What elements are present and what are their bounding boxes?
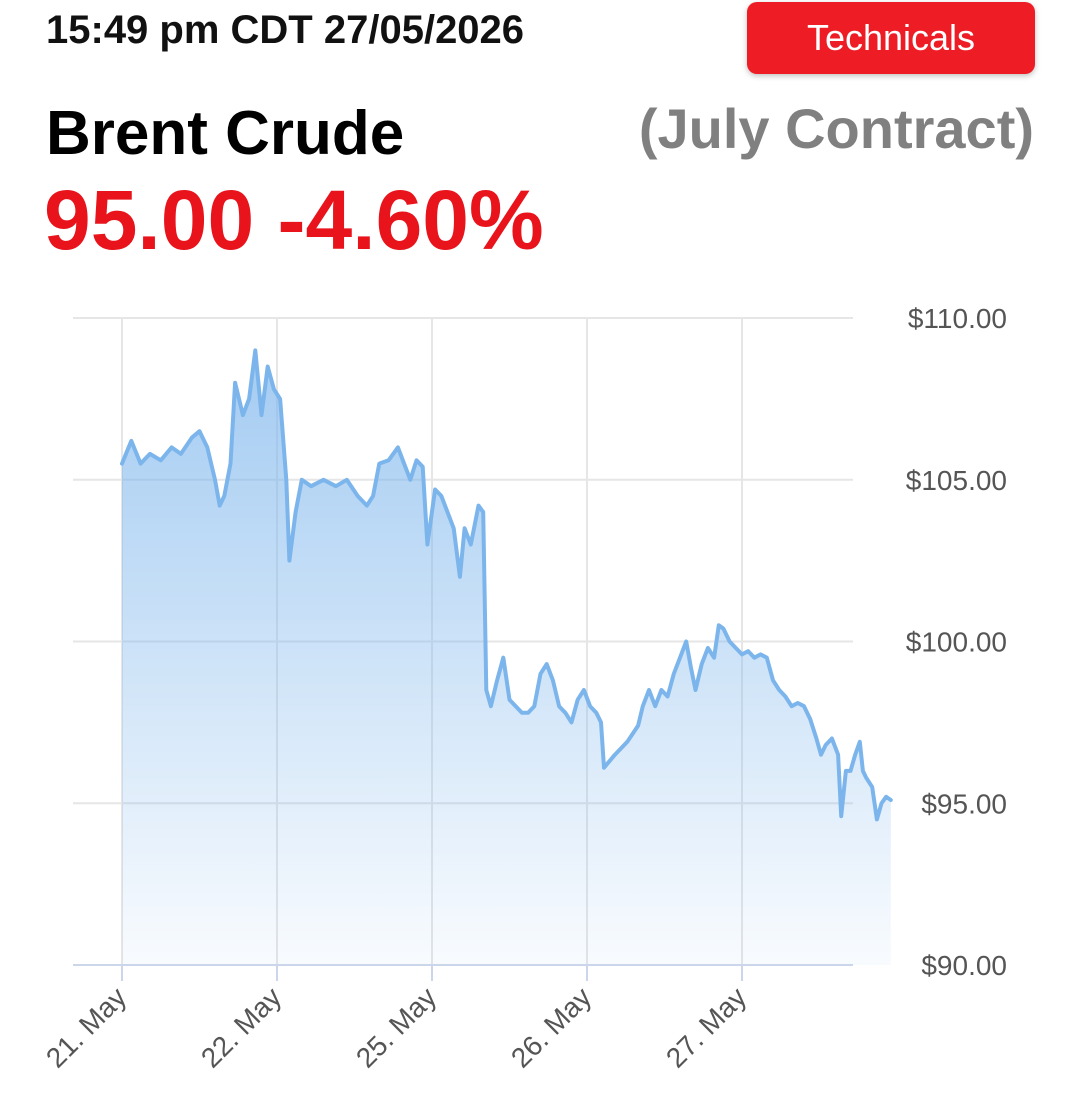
x-tick-label: 25. May: [350, 981, 442, 1073]
contract-label: (July Contract): [638, 97, 1034, 160]
x-tick-label: 26. May: [505, 981, 597, 1073]
x-tick-label: 22. May: [195, 981, 287, 1073]
price-quote: 95.00 -4.60%: [44, 173, 544, 267]
price-series-line: [120, 348, 893, 822]
x-tick-label: 27. May: [660, 981, 752, 1073]
y-tick-label: $105.00: [906, 465, 1007, 496]
timestamp: 15:49 pm CDT 27/05/2026: [46, 8, 525, 52]
x-tick-label: 21. May: [40, 981, 132, 1073]
instrument-name: Brent Crude: [46, 99, 405, 168]
y-tick-label: $95.00: [921, 788, 1007, 819]
technicals-button[interactable]: Technicals: [747, 2, 1035, 74]
price-area-fill: [122, 350, 891, 965]
y-tick-label: $100.00: [906, 627, 1007, 658]
y-tick-label: $110.00: [908, 303, 1007, 334]
y-tick-label: $90.00: [921, 950, 1007, 981]
